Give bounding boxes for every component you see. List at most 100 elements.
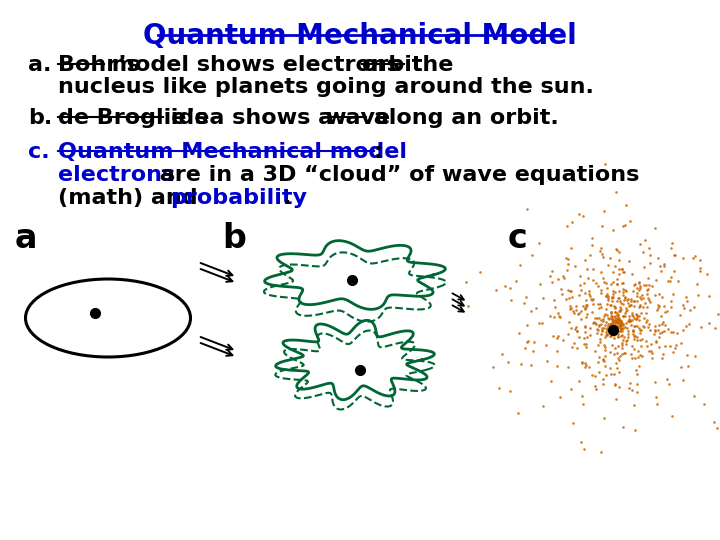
- Point: [650, 338, 662, 347]
- Point: [605, 320, 616, 328]
- Point: [612, 353, 624, 362]
- Point: [610, 380, 621, 389]
- Point: [644, 325, 656, 334]
- Point: [579, 359, 590, 367]
- Point: [664, 276, 675, 285]
- Point: [609, 304, 621, 313]
- Point: [474, 268, 485, 277]
- Point: [580, 304, 591, 313]
- Point: [614, 296, 626, 305]
- Point: [545, 272, 557, 281]
- Point: [594, 247, 606, 255]
- Point: [613, 314, 624, 323]
- Point: [672, 276, 684, 285]
- Point: [608, 301, 620, 310]
- Point: [613, 318, 624, 327]
- Point: [657, 318, 669, 327]
- Point: [651, 306, 662, 315]
- Text: Quantum Mechanical Model: Quantum Mechanical Model: [143, 22, 577, 50]
- Point: [642, 286, 653, 294]
- Point: [601, 325, 613, 333]
- Point: [642, 303, 653, 312]
- Point: [642, 285, 654, 293]
- Point: [626, 354, 638, 362]
- Point: [598, 414, 610, 422]
- Point: [636, 352, 647, 360]
- Point: [639, 299, 651, 308]
- Point: [504, 284, 516, 292]
- Point: [613, 317, 624, 326]
- Point: [593, 367, 605, 376]
- Point: [564, 287, 576, 296]
- Point: [618, 349, 630, 357]
- Point: [613, 326, 624, 335]
- Point: [611, 245, 623, 254]
- Point: [522, 336, 534, 345]
- Point: [657, 328, 668, 336]
- Point: [669, 344, 680, 353]
- Point: [570, 306, 582, 314]
- Point: [603, 321, 615, 330]
- Point: [590, 319, 601, 328]
- Point: [553, 308, 564, 317]
- Point: [611, 359, 622, 367]
- Point: [657, 350, 669, 359]
- Point: [611, 187, 622, 196]
- Point: [600, 305, 611, 313]
- Point: [559, 274, 570, 282]
- Point: [598, 315, 609, 323]
- Point: [608, 324, 620, 333]
- Point: [570, 325, 581, 334]
- Point: [634, 301, 646, 310]
- Point: [556, 285, 567, 293]
- Point: [590, 381, 601, 390]
- Point: [549, 296, 560, 305]
- Point: [596, 327, 608, 335]
- Point: [607, 278, 618, 286]
- Point: [526, 251, 538, 259]
- Point: [607, 293, 618, 301]
- Point: [651, 276, 662, 285]
- Point: [615, 320, 626, 328]
- Point: [656, 320, 667, 329]
- Point: [608, 267, 619, 276]
- Point: [680, 293, 692, 301]
- Point: [651, 336, 662, 345]
- Point: [614, 352, 626, 361]
- Point: [605, 312, 616, 321]
- Point: [624, 317, 636, 326]
- Point: [568, 339, 580, 347]
- Point: [610, 344, 621, 353]
- Point: [598, 380, 609, 388]
- Point: [622, 294, 634, 303]
- Point: [631, 296, 642, 305]
- Point: [613, 355, 624, 364]
- Point: [626, 386, 637, 394]
- Point: [605, 309, 616, 318]
- Point: [654, 332, 665, 341]
- Point: [691, 280, 703, 288]
- Point: [609, 316, 621, 325]
- Point: [588, 318, 600, 327]
- Point: [577, 400, 589, 408]
- Text: a.: a.: [28, 55, 51, 75]
- Point: [595, 244, 607, 252]
- Point: [603, 313, 614, 322]
- Point: [641, 290, 652, 299]
- Point: [624, 300, 636, 309]
- Point: [610, 315, 621, 324]
- Point: [602, 292, 613, 301]
- Point: [613, 383, 625, 391]
- Point: [605, 320, 616, 328]
- Point: [678, 303, 690, 312]
- Point: [598, 340, 610, 349]
- Point: [599, 321, 611, 330]
- Point: [568, 176, 580, 184]
- Point: [622, 330, 634, 339]
- Point: [611, 395, 622, 403]
- Point: [665, 244, 677, 252]
- Point: [634, 279, 645, 287]
- Point: [576, 357, 588, 366]
- Point: [595, 303, 607, 312]
- Point: [617, 335, 629, 344]
